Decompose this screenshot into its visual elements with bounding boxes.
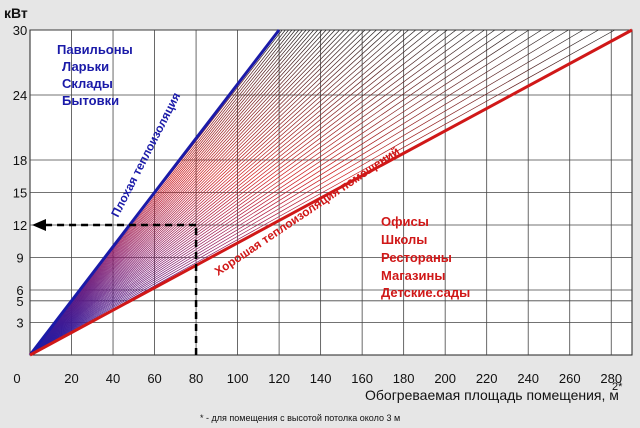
hatch-line — [29, 29, 296, 356]
y-tick-label: 9 — [16, 251, 23, 266]
hatch-line — [29, 29, 366, 356]
hatch-line — [29, 29, 355, 356]
hatch-line — [29, 29, 416, 356]
y-tick-labels: 3 56 9 12 15 18 24 30 0 — [13, 23, 27, 386]
example-arrow-icon — [32, 219, 46, 231]
hatch-line — [29, 29, 307, 356]
hatch-line — [29, 29, 475, 356]
hatch-line — [29, 29, 377, 356]
x-tick-label: 180 — [393, 371, 415, 386]
hatch-line — [29, 29, 409, 356]
x-tick-label: 220 — [476, 371, 498, 386]
hatch-line — [29, 29, 555, 356]
hatch-line — [29, 29, 360, 356]
y-tick-label: 18 — [13, 153, 27, 168]
blue-group-item: Склады — [62, 76, 113, 91]
hatch-line — [29, 29, 396, 356]
hatch-line — [29, 29, 485, 356]
x-tick-label: 40 — [106, 371, 120, 386]
x-tick-label: 20 — [64, 371, 78, 386]
red-group-item: Рестораны — [381, 250, 452, 265]
footnote: * - для помещения с высотой потолка окол… — [200, 413, 400, 423]
red-group-item: Офисы — [381, 214, 429, 229]
hatch-line — [29, 29, 457, 356]
hatch-line — [29, 29, 466, 356]
hatch-line — [29, 29, 599, 356]
blue-group-item: Ларьки — [62, 59, 109, 74]
hatch-line — [29, 29, 440, 356]
y-axis-label: кВт — [4, 5, 28, 21]
x-tick-label: 100 — [227, 371, 249, 386]
y-tick-label: 15 — [13, 186, 27, 201]
hatch-line — [29, 29, 345, 356]
x-tick-label: 60 — [147, 371, 161, 386]
y-tick-label: 5 — [16, 294, 23, 309]
hatch-fan — [29, 29, 615, 356]
red-group-item: Магазины — [381, 268, 445, 283]
hatch-line — [29, 29, 569, 356]
hatch-line — [29, 29, 542, 356]
hatch-line — [29, 29, 319, 356]
series-line-good-insulation — [29, 28, 633, 357]
origin-tick-label: 0 — [13, 371, 20, 386]
hatch-line — [29, 29, 323, 356]
x-tick-label: 120 — [268, 371, 290, 386]
x-axis-label: Обогреваемая площадь помещения, м — [365, 387, 619, 403]
hatch-line — [29, 29, 340, 356]
hatch-line — [29, 29, 311, 356]
x-axis-label-superscript: 2* — [612, 381, 623, 393]
hatch-line — [29, 29, 383, 356]
x-tick-label: 240 — [517, 371, 539, 386]
example-guide — [32, 219, 198, 355]
hatch-line — [29, 29, 350, 356]
hatch-line — [29, 29, 518, 356]
hatch-line — [29, 29, 315, 356]
hatch-line — [29, 29, 402, 356]
red-group-item: Школы — [381, 232, 427, 247]
y-tick-label: 24 — [13, 88, 27, 103]
hatch-line — [29, 29, 424, 356]
hatch-line — [29, 29, 584, 356]
series-lines — [28, 28, 633, 357]
y-tick-label: 3 — [16, 316, 23, 331]
hatch-line — [29, 29, 300, 356]
y-tick-label: 6 — [16, 283, 23, 298]
x-tick-label: 200 — [434, 371, 456, 386]
x-tick-labels: 20 40 60 80 100 120 140 160 180 200 220 240 260 280 — [64, 371, 622, 386]
hatch-line — [29, 29, 371, 356]
hatch-line — [29, 29, 496, 356]
red-group-annotation: Офисы Школы Рестораны Магазины Детские.с… — [381, 214, 470, 300]
blue-group-item: Павильоны — [57, 42, 133, 57]
hatch-line — [29, 29, 303, 356]
x-tick-label: 160 — [351, 371, 373, 386]
x-tick-label: 80 — [189, 371, 203, 386]
blue-group-item: Бытовки — [62, 93, 119, 108]
y-tick-label: 12 — [13, 218, 27, 233]
hatch-line — [29, 29, 389, 356]
hatch-line — [29, 29, 432, 356]
hatch-line — [29, 29, 530, 356]
hatch-line — [29, 29, 506, 356]
hatch-line — [29, 29, 336, 356]
blue-group-annotation: Павильоны Ларьки Склады Бытовки — [57, 42, 133, 108]
x-tick-label: 140 — [310, 371, 332, 386]
series-line-poor-insulation — [28, 29, 281, 356]
x-tick-label: 260 — [559, 371, 581, 386]
red-group-item: Детские.сады — [381, 285, 470, 300]
hatch-line — [29, 29, 331, 356]
hatch-line — [29, 29, 293, 356]
x-tick-label: 280 — [600, 371, 622, 386]
hatch-line — [29, 29, 448, 356]
hatch-line — [29, 29, 327, 356]
y-tick-label: 30 — [13, 23, 27, 38]
